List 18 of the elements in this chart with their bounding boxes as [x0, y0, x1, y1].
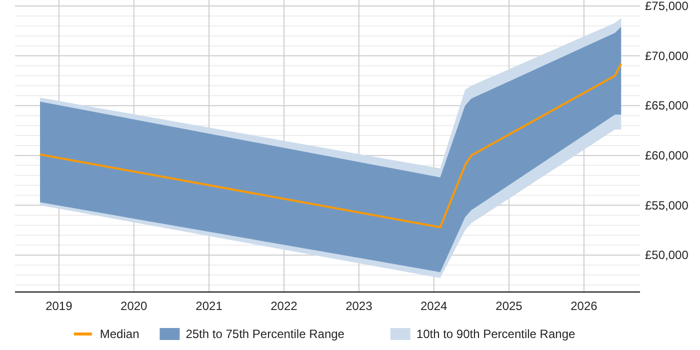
x-tick-label: 2022 [270, 299, 298, 313]
x-tick-label: 2020 [120, 299, 148, 313]
x-tick-label: 2026 [570, 299, 598, 313]
x-tick-label: 2025 [496, 299, 523, 313]
y-tick-label: £75,000 [645, 0, 689, 13]
y-tick-label: £55,000 [645, 198, 689, 212]
y-tick-label: £70,000 [645, 48, 689, 63]
legend-label: Median [100, 327, 140, 341]
y-tick-label: £50,000 [645, 248, 689, 262]
x-tick-label: 2019 [46, 299, 73, 313]
y-tick-label: £60,000 [645, 148, 689, 162]
x-tick-label: 2024 [420, 299, 448, 313]
x-tick-label: 2023 [346, 299, 373, 313]
x-tick-label: 2021 [196, 299, 223, 313]
line-series [39, 62, 622, 228]
y-tick-label: £65,000 [645, 98, 689, 113]
legend-label: 25th to 75th Percentile Range [186, 327, 345, 341]
legend-label: 10th to 90th Percentile Range [416, 327, 576, 341]
